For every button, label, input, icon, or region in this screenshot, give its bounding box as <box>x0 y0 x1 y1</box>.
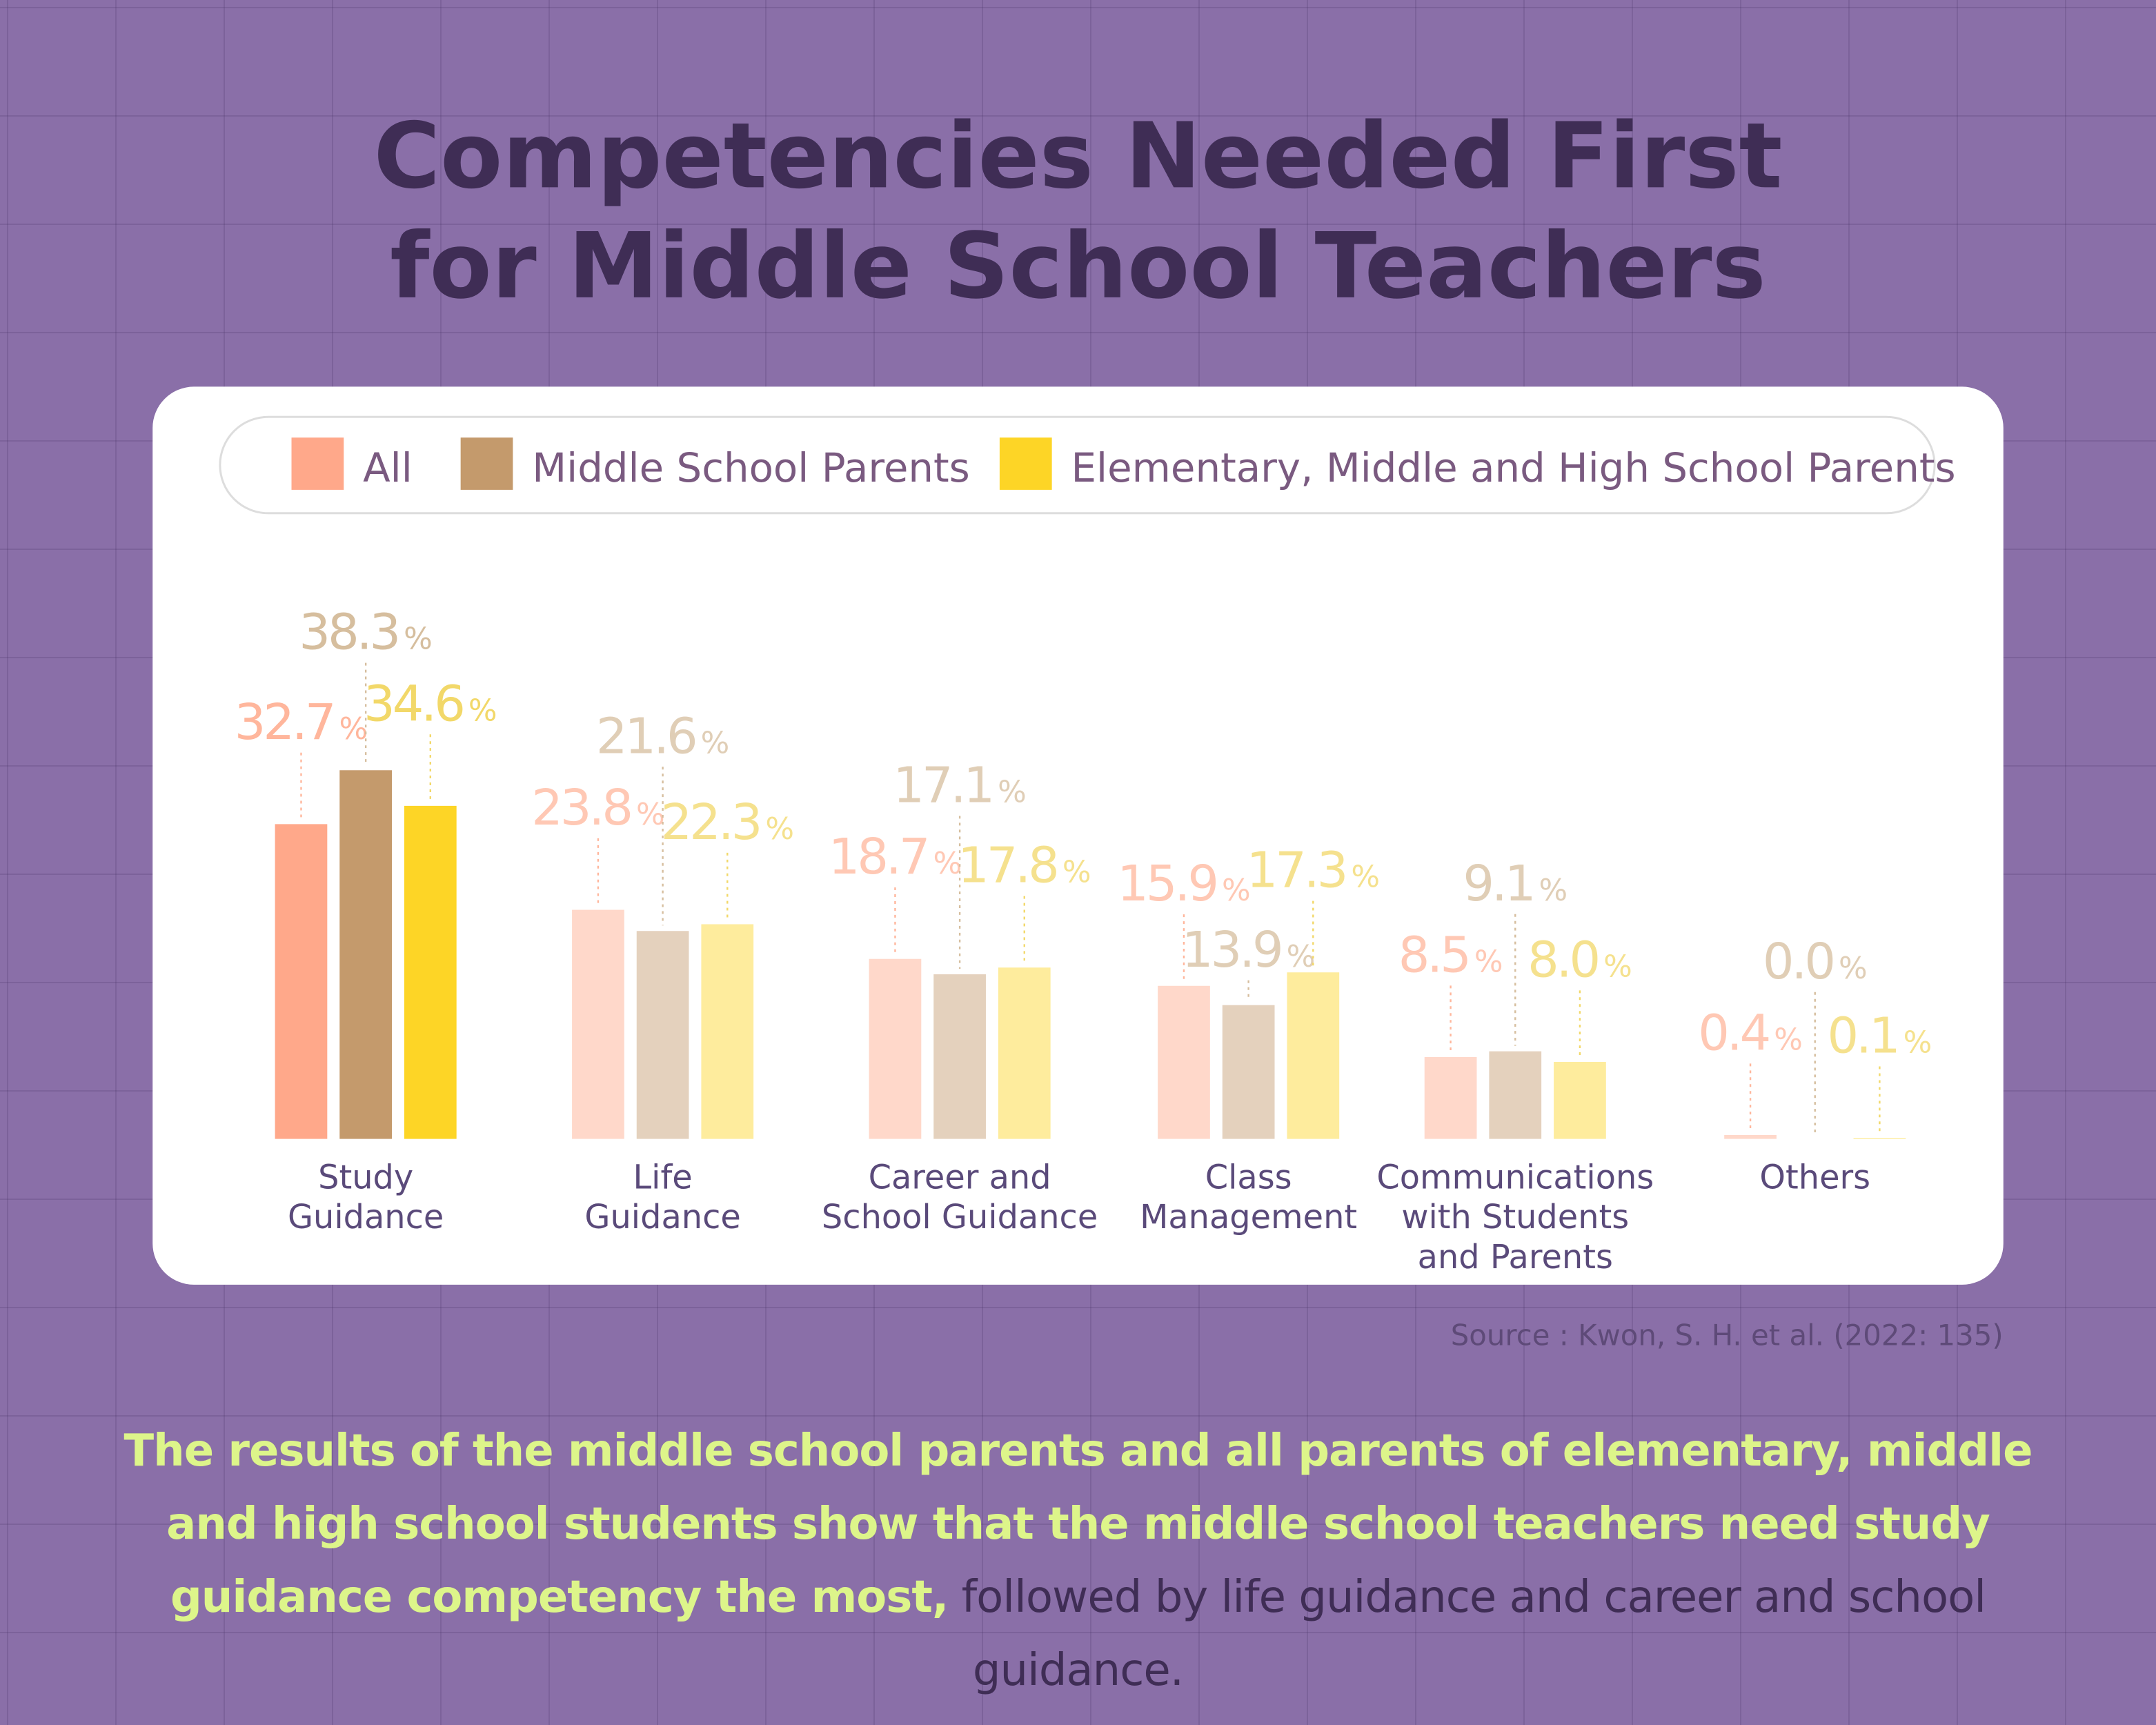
source: Source : Kwon, S. H. et al. (2022: 135) <box>1451 1319 2004 1352</box>
bar <box>572 909 624 1139</box>
value-label: 8.5% <box>1398 925 1503 983</box>
value-label: 21.6% <box>596 707 729 765</box>
value-label: 17.1% <box>893 756 1026 814</box>
summary-highlight: The results of the middle school parents… <box>123 1426 2033 1623</box>
value-label: 15.9% <box>1117 854 1250 912</box>
bar <box>636 931 689 1139</box>
bar <box>1424 1057 1477 1139</box>
bar <box>933 974 986 1139</box>
x-tick-label: Life Guidance <box>584 1159 740 1236</box>
value-label: 8.0% <box>1527 930 1632 988</box>
value-label: 22.3% <box>661 793 794 851</box>
value-label: 13.9% <box>1182 920 1315 978</box>
bar <box>1554 1061 1606 1139</box>
value-label: 0.4% <box>1698 1003 1803 1061</box>
bar <box>701 924 754 1139</box>
value-label: 32.7% <box>235 693 368 751</box>
x-tick-label: Class Management <box>1140 1159 1357 1236</box>
legend-label: All <box>363 444 413 491</box>
legend-swatch <box>460 437 513 490</box>
bar <box>1287 972 1340 1139</box>
legend-swatch <box>291 437 344 490</box>
value-label: 38.3% <box>299 603 432 661</box>
card <box>152 386 2004 1285</box>
legend <box>219 415 1936 515</box>
value-label: 17.3% <box>1247 841 1380 899</box>
value-label: 0.0% <box>1763 932 1868 990</box>
value-label: 9.1% <box>1463 854 1567 912</box>
title: for Middle School Teachers <box>390 214 1766 319</box>
legend-label: Elementary, Middle and High School Paren… <box>1071 444 1956 491</box>
bar <box>998 967 1051 1139</box>
x-tick-label: Career and School Guidance <box>822 1159 1098 1236</box>
legend-label: Middle School Parents <box>532 444 970 491</box>
value-label: 0.1% <box>1828 1007 1932 1065</box>
value-label: 34.6% <box>364 674 497 732</box>
summary: The results of the middle school parents… <box>103 1414 2053 1707</box>
x-tick-label: Others <box>1759 1159 1870 1196</box>
summary-rest: followed by life guidance and career and… <box>948 1572 1986 1696</box>
value-label: 23.8% <box>531 778 664 836</box>
bar <box>869 958 922 1139</box>
x-tick-label: Study Guidance <box>288 1159 444 1236</box>
title: Competencies Needed First <box>374 103 1783 209</box>
x-tick-label: Communications with Students and Parents <box>1376 1159 1654 1276</box>
bar <box>404 805 457 1139</box>
value-label: 17.8% <box>958 836 1091 894</box>
bar <box>339 770 393 1139</box>
bar <box>1158 985 1210 1139</box>
bar <box>1489 1051 1542 1139</box>
bar <box>1222 1005 1275 1139</box>
value-label: 18.7% <box>829 827 962 885</box>
legend-swatch <box>999 437 1052 490</box>
bar <box>275 824 328 1139</box>
bar <box>1724 1135 1777 1139</box>
